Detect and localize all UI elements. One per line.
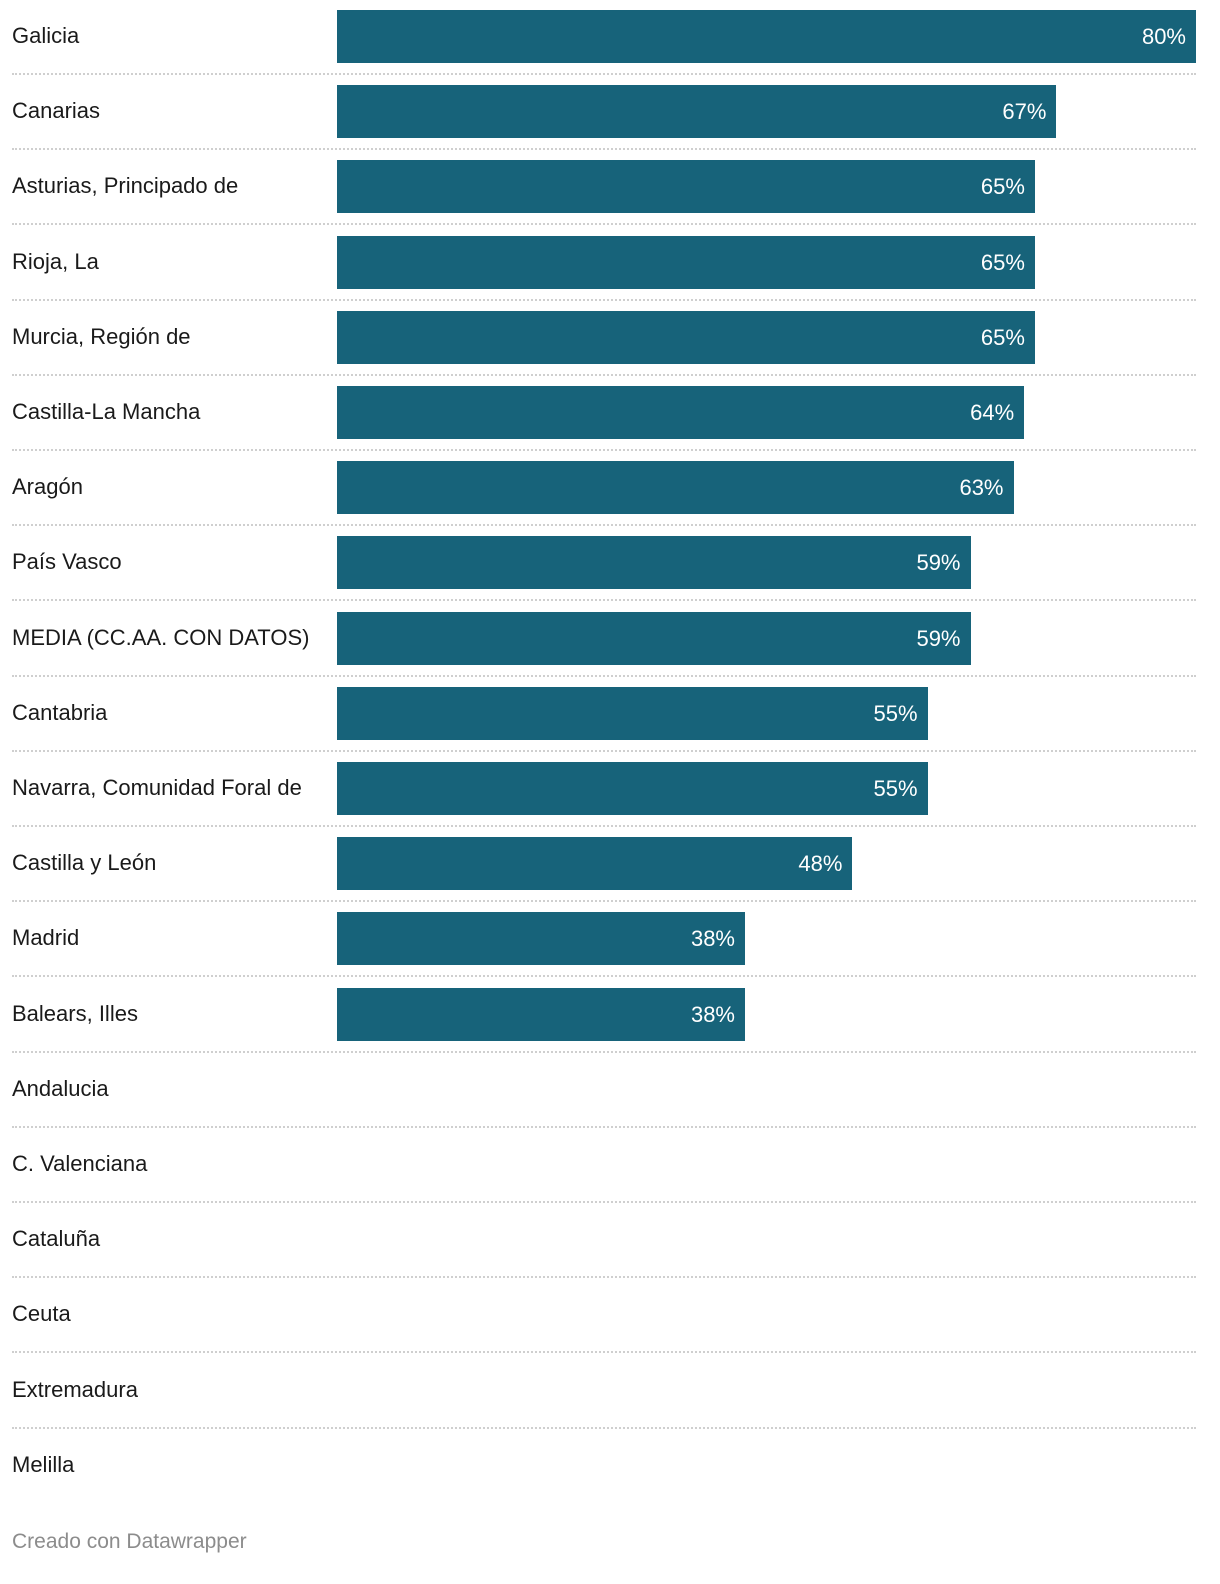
chart-row: C. Valenciana: [0, 1138, 1220, 1213]
category-label: Madrid: [12, 925, 80, 951]
row-separator: [12, 1050, 1196, 1053]
category-label: Cataluña: [12, 1226, 101, 1252]
chart-row: Cataluña: [0, 1213, 1220, 1288]
bar: [337, 611, 971, 665]
chart-row: País Vasco 59%: [0, 536, 1220, 611]
row-separator: [12, 298, 1196, 301]
bar-value-label: 38%: [690, 926, 735, 952]
chart-row: Canarias 67%: [0, 85, 1220, 160]
row-separator: [12, 1276, 1196, 1279]
chart-row: Castilla y León 48%: [0, 837, 1220, 912]
bar-value-label: 65%: [980, 324, 1025, 350]
chart-row: Aragón 63%: [0, 461, 1220, 536]
category-label: Rioja, La: [12, 248, 99, 274]
category-label: Cantabria: [12, 699, 108, 725]
bar: [337, 987, 745, 1041]
chart-row: Extremadura: [0, 1364, 1220, 1439]
category-label: Galicia: [12, 23, 80, 48]
bar-value-label: 48%: [798, 851, 843, 877]
bar: [337, 837, 853, 891]
row-separator: [12, 599, 1196, 602]
row-separator: [12, 975, 1196, 978]
row-separator: [12, 1125, 1196, 1128]
chart-row: Balears, Illes 38%: [0, 987, 1220, 1063]
bar: [337, 536, 971, 590]
row-separator: [12, 148, 1196, 151]
bar: [337, 686, 928, 740]
chart-row: Galicia 80%: [0, 10, 1220, 85]
bar-value-label: 59%: [916, 625, 961, 651]
chart-row: Castilla-La Mancha 64%: [0, 386, 1220, 461]
chart-row: Melilla: [0, 1439, 1220, 1514]
bar-value-label: 55%: [873, 776, 918, 801]
category-label: MEDIA (CC.AA. CON DATOS): [12, 624, 310, 650]
chart-row: Asturias, Principado de 65%: [0, 160, 1220, 235]
bar-value-label: 38%: [690, 1001, 735, 1027]
category-label: Melilla: [12, 1451, 75, 1477]
chart-row: Andalucia: [0, 1063, 1220, 1138]
category-label: Aragón: [12, 474, 83, 500]
chart-row: Ceuta: [0, 1288, 1220, 1363]
bar-chart: Galicia 80% Canarias 67% Asturias, Principad…: [0, 10, 1220, 1477]
bar: [337, 386, 1025, 439]
bar-value-label: 67%: [1002, 99, 1047, 125]
row-separator: [12, 1426, 1196, 1429]
row-separator: [12, 900, 1196, 903]
row-separator: [12, 749, 1196, 752]
category-label: Ceuta: [12, 1301, 71, 1327]
chart-row: MEDIA (CC.AA. CON DATOS) 59%: [0, 611, 1220, 687]
category-label: Andalucia: [12, 1075, 109, 1101]
category-label: Castilla-La Mancha: [12, 399, 201, 424]
bar: [337, 310, 1035, 364]
bar-value-label: 64%: [970, 400, 1015, 425]
row-separator: [12, 1201, 1196, 1203]
bar: [337, 762, 928, 815]
row-separator: [12, 825, 1196, 827]
row-separator: [12, 1351, 1196, 1354]
bar-value-label: 55%: [873, 700, 918, 726]
chart-row: Rioja, La 65%: [0, 235, 1220, 311]
category-label: Murcia, Región de: [12, 323, 191, 349]
bar: [337, 461, 1014, 515]
category-label: C. Valenciana: [12, 1151, 148, 1176]
row-separator: [12, 674, 1196, 677]
category-label: Canarias: [12, 98, 101, 124]
bar: [337, 10, 1196, 63]
bar-value-label: 63%: [959, 475, 1004, 501]
bar: [337, 160, 1035, 214]
category-label: Castilla y León: [12, 850, 157, 876]
bar-value-label: 59%: [916, 550, 961, 576]
bar-value-label: 65%: [980, 174, 1025, 200]
row-separator: [12, 73, 1196, 75]
bar-value-label: 80%: [1141, 24, 1186, 49]
row-separator: [12, 449, 1196, 451]
category-label: Navarra, Comunidad Foral de: [12, 775, 302, 800]
bar: [337, 912, 745, 966]
bar: [337, 85, 1057, 139]
category-label: Balears, Illes: [12, 1000, 138, 1026]
category-label: Asturias, Principado de: [12, 173, 239, 199]
bar-value-label: 65%: [980, 249, 1025, 275]
row-separator: [12, 373, 1196, 376]
category-label: Extremadura: [12, 1376, 138, 1402]
chart-row: Murcia, Región de 65%: [0, 310, 1220, 386]
category-label: País Vasco: [12, 549, 122, 575]
row-separator: [12, 524, 1196, 527]
bar: [337, 235, 1035, 289]
chart-row: Madrid 38%: [0, 912, 1220, 987]
credit-text: Creado con Datawrapper: [12, 1530, 247, 1553]
chart-row: Cantabria 55%: [0, 686, 1220, 762]
row-separator: [12, 223, 1196, 226]
chart-row: Navarra, Comunidad Foral de 55%: [0, 762, 1220, 837]
